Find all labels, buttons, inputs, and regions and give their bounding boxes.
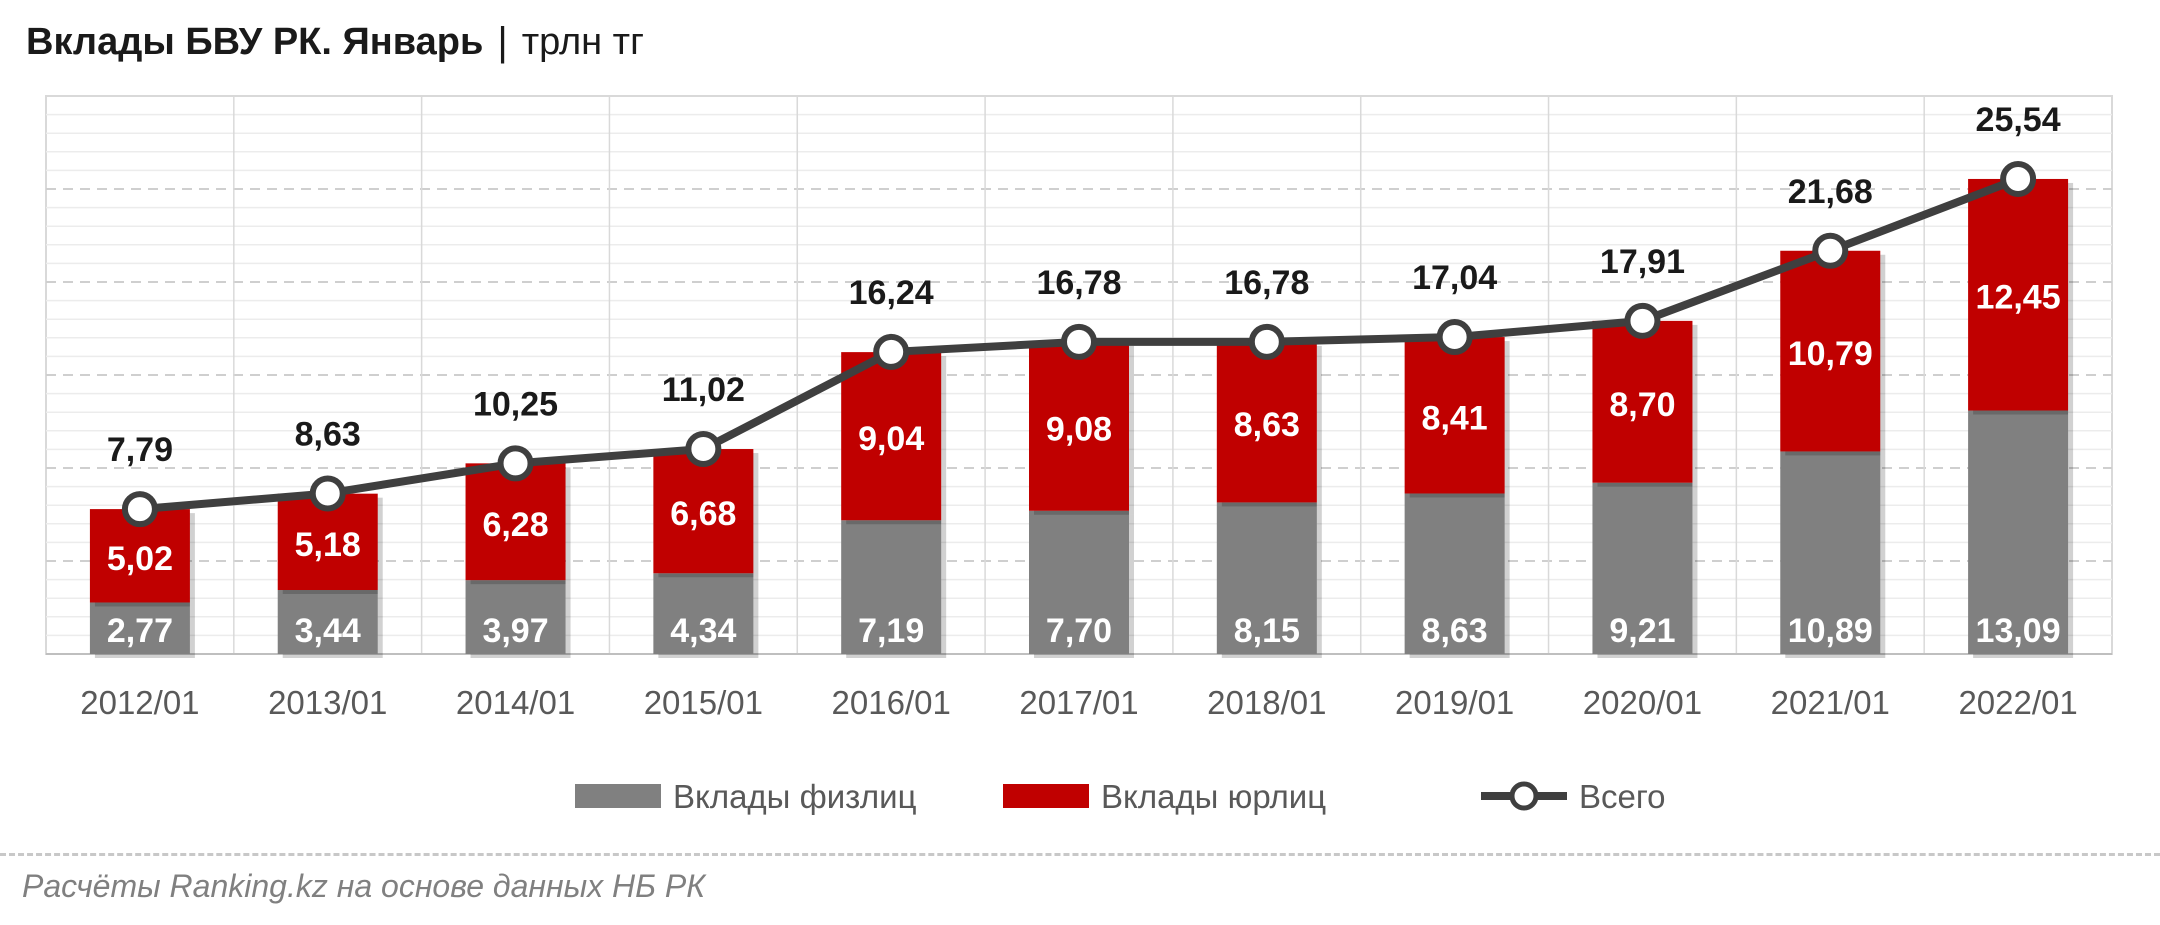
legend-item: Вклады физлиц: [575, 778, 917, 815]
bar-individuals: [1968, 410, 2069, 654]
legend-label: Вклады физлиц: [673, 778, 917, 815]
legend-label: Вклады юрлиц: [1101, 778, 1326, 815]
label-legal-entities: 8,70: [1609, 386, 1675, 424]
label-total: 8,63: [295, 415, 361, 453]
source-divider: [0, 853, 2160, 856]
label-legal-entities: 9,04: [858, 420, 924, 458]
bar-individuals: [1216, 502, 1317, 654]
total-point: [873, 333, 910, 370]
title-separator: |: [497, 19, 508, 64]
x-tick-label: 2022/01: [1958, 684, 2077, 721]
label-individuals: 8,15: [1234, 612, 1300, 650]
label-legal-entities: 6,68: [670, 495, 736, 533]
label-individuals: 2,77: [107, 612, 173, 650]
label-total: 16,24: [849, 274, 934, 312]
label-legal-entities: 12,45: [1976, 279, 2061, 317]
label-legal-entities: 6,28: [482, 506, 548, 544]
legend-swatch-legal-entities: [1003, 784, 1089, 808]
label-individuals: 3,44: [295, 612, 361, 650]
label-total: 11,02: [662, 371, 745, 409]
x-tick-label: 2018/01: [1207, 684, 1326, 721]
chart-unit: трлн тг: [521, 20, 644, 63]
label-individuals: 13,09: [1976, 612, 2061, 650]
label-total: 25,54: [1976, 101, 2061, 139]
legend-label: Всего: [1579, 778, 1666, 815]
bar-legal-entities: [1216, 341, 1317, 503]
label-legal-entities: 9,08: [1046, 410, 1112, 448]
bars: [89, 178, 2074, 658]
x-tick-label: 2021/01: [1771, 684, 1890, 721]
x-tick-label: 2014/01: [456, 684, 575, 721]
legend-swatch-individuals: [575, 784, 661, 808]
bar-individuals: [841, 520, 942, 654]
bar-legal-entities: [653, 449, 754, 574]
total-point: [1812, 232, 1849, 269]
label-total: 16,78: [1224, 264, 1309, 302]
bar-individuals: [1592, 482, 1693, 654]
x-tick-label: 2015/01: [644, 684, 763, 721]
label-individuals: 7,19: [858, 612, 924, 650]
label-legal-entities: 8,41: [1422, 399, 1488, 437]
bar-individuals: [277, 590, 378, 654]
x-tick-label: 2016/01: [832, 684, 951, 721]
x-tick-label: 2012/01: [80, 684, 199, 721]
x-axis: 2012/01 2013/01 2014/01 2015/01 2016/01 2017/…: [80, 684, 2077, 721]
bar-legal-entities: [1780, 250, 1881, 452]
total-point: [685, 431, 722, 468]
x-tick-label: 2020/01: [1583, 684, 1702, 721]
chart-title: Вклады БВУ РК. Январь: [26, 20, 484, 63]
bar-legal-entities: [1968, 178, 2069, 411]
label-legal-entities: 5,18: [295, 526, 361, 564]
total-point: [121, 491, 158, 528]
total-point: [1436, 319, 1473, 356]
legend-marker-total: [1509, 781, 1539, 811]
label-total: 21,68: [1788, 173, 1873, 211]
legend-item: Вклады юрлиц: [1003, 778, 1326, 815]
label-total: 17,04: [1412, 259, 1497, 297]
x-tick-label: 2019/01: [1395, 684, 1514, 721]
legend: Вклады физлиц Вклады юрлиц Всего: [575, 778, 1666, 815]
label-total: 17,91: [1600, 243, 1685, 281]
bar-legal-entities: [1029, 341, 1129, 511]
label-total: 10,25: [473, 385, 558, 423]
bar-legal-entities: [841, 352, 942, 521]
bar-individuals: [1404, 493, 1505, 654]
label-individuals: 10,89: [1788, 612, 1873, 650]
label-legal-entities: 8,63: [1234, 406, 1300, 444]
bar-individuals: [1029, 510, 1129, 654]
total-point: [1248, 323, 1285, 360]
total-point: [1061, 323, 1097, 360]
label-legal-entities: 5,02: [107, 540, 173, 578]
label-legal-entities: 10,79: [1788, 335, 1873, 373]
x-tick-label: 2017/01: [1019, 684, 1138, 721]
total-line: [121, 160, 2037, 528]
bar-individuals: [1780, 451, 1881, 654]
label-total: 7,79: [107, 431, 173, 469]
source-note: Расчёты Ranking.kz на основе данных НБ Р…: [22, 868, 706, 904]
total-point: [2000, 160, 2037, 197]
label-individuals: 7,70: [1046, 612, 1112, 650]
label-individuals: 3,97: [482, 612, 548, 650]
title-row: Вклады БВУ РК. Январь | трлн тг: [26, 14, 644, 70]
bar-legal-entities: [1592, 320, 1693, 483]
x-tick-label: 2013/01: [268, 684, 387, 721]
label-individuals: 9,21: [1609, 612, 1675, 650]
bar-legal-entities: [465, 463, 566, 581]
data-labels: 2,77 3,44 3,97 4,34 7,19 7,70 8,15 8,63 9,21 10,8…: [107, 101, 2061, 650]
label-individuals: 8,63: [1422, 612, 1488, 650]
bar-individuals: [89, 602, 190, 654]
legend-item: Всего: [1481, 778, 1666, 815]
bar-legal-entities: [1404, 337, 1505, 494]
bar-individuals: [465, 580, 566, 654]
total-point: [1624, 302, 1661, 339]
label-individuals: 4,34: [670, 612, 736, 650]
total-point: [309, 475, 346, 512]
label-total: 16,78: [1036, 264, 1121, 302]
bar-individuals: [653, 573, 754, 654]
total-point: [497, 445, 534, 482]
